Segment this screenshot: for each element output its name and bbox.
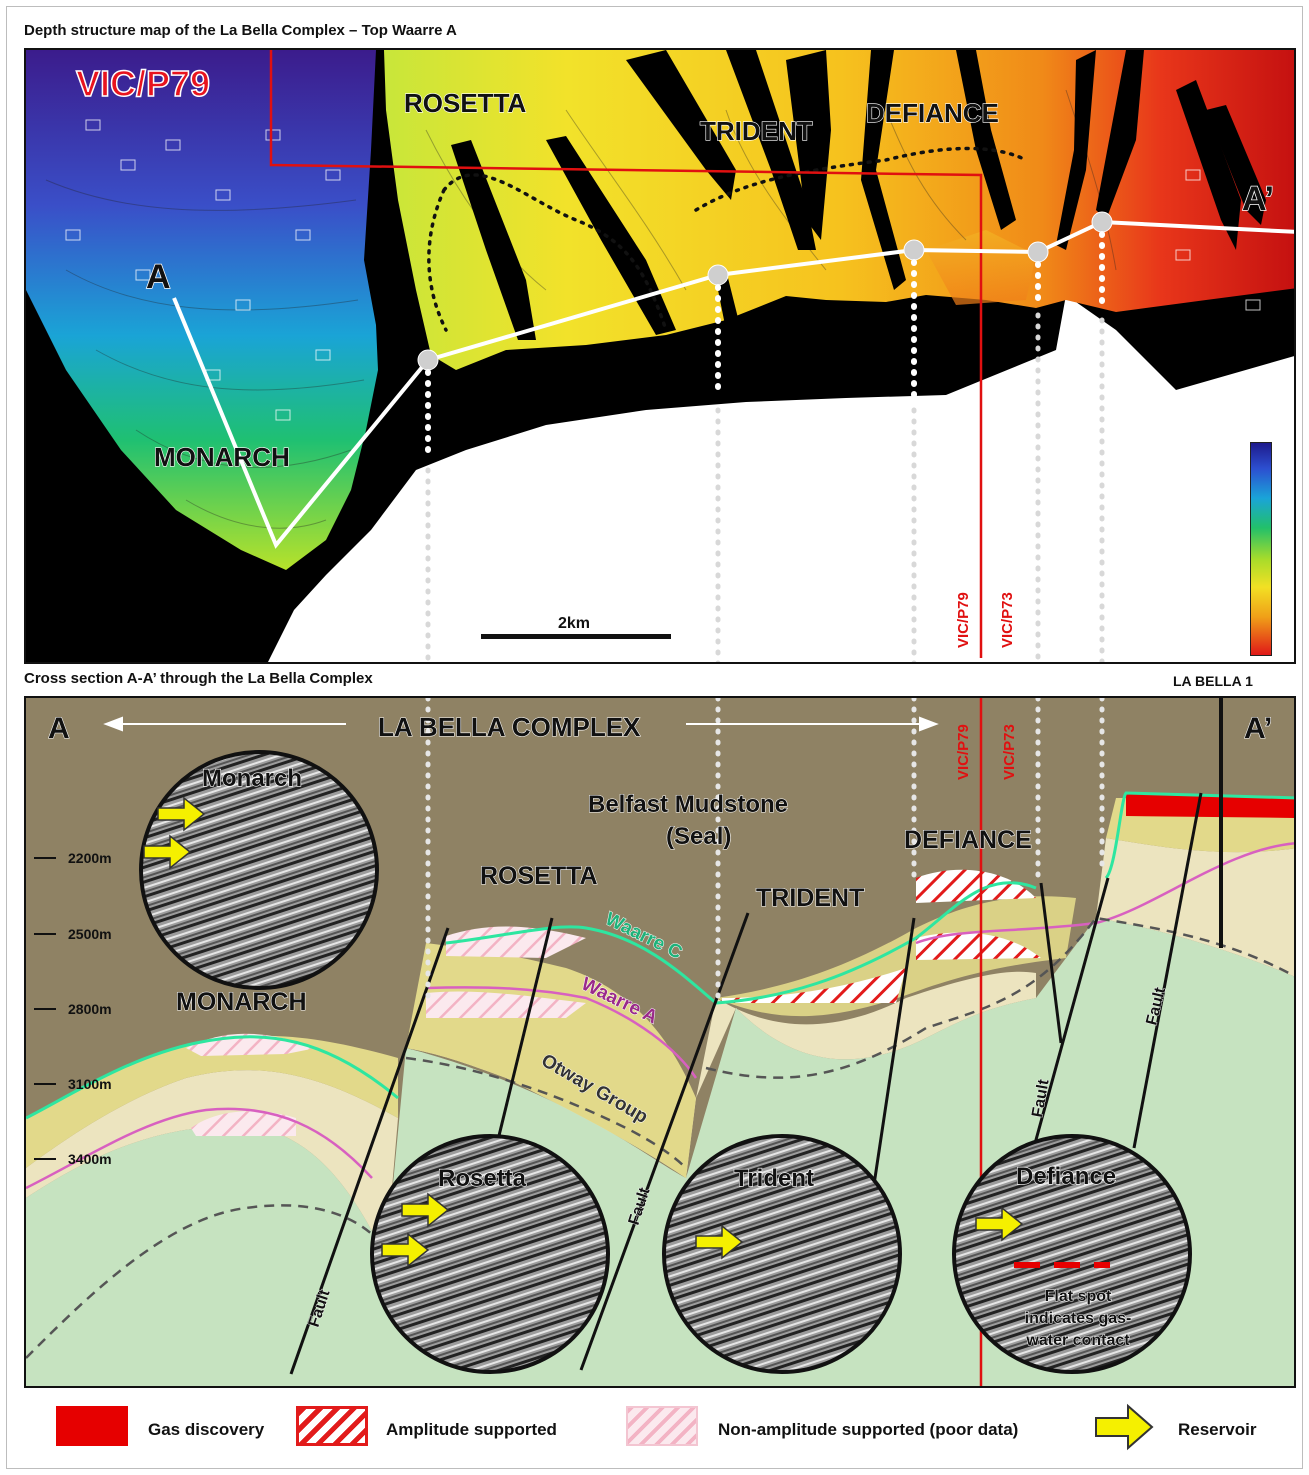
flat-spot-note-2: indicates gas- — [1025, 1310, 1132, 1327]
map-label-trident: TRIDENT — [700, 116, 813, 146]
legend-reservoir-label: Reservoir — [1178, 1420, 1257, 1439]
fault-polygons — [451, 50, 1266, 340]
inset-defiance: Defiance Flat spot indicates gas- water … — [952, 1134, 1192, 1374]
waarre-a-horizon — [425, 986, 698, 1079]
inset-label-trident: Trident — [734, 1165, 814, 1192]
section-label-rosetta: ROSETTA — [480, 862, 598, 890]
depth-ticks — [34, 857, 56, 1160]
rosetta-closure — [427, 173, 668, 332]
legend-amplitude-label: Amplitude supported — [386, 1420, 557, 1439]
reservoir-arrow — [401, 1192, 450, 1228]
reservoir-arrow — [157, 796, 206, 832]
depth-colorbar — [1250, 442, 1272, 656]
complex-label: LA BELLA COMPLEX — [378, 712, 641, 742]
waarre-c-horizon — [445, 881, 1037, 1005]
amplitude-swatch — [296, 1406, 368, 1446]
section-label-trident: TRIDENT — [756, 884, 864, 912]
cross-section: 2200m 2500m 2800m 3100m 3400m A A’ LA BE… — [24, 696, 1296, 1388]
permit-boundary — [269, 50, 983, 658]
depth-2800: 2800m — [68, 1001, 112, 1017]
reservoir-arrow — [143, 834, 192, 870]
section-canvas: 2200m 2500m 2800m 3100m 3400m A A’ LA BE… — [26, 698, 1294, 1386]
non-amplitude-swatch — [626, 1406, 698, 1446]
east-surface — [384, 50, 1294, 370]
map-boundary-label-p79: VIC/P79 — [955, 592, 972, 648]
seal-label-2: (Seal) — [666, 823, 731, 850]
waarre-c-horizon-monarch — [26, 1035, 399, 1120]
map-label-monarch: MONARCH — [154, 442, 290, 472]
seal-label-1: Belfast Mudstone — [588, 791, 788, 818]
permit-label: VIC/P79 — [76, 63, 210, 104]
map-label-rosetta: ROSETTA — [404, 88, 527, 118]
figure-frame — [6, 6, 1303, 1469]
scale-bar — [481, 634, 671, 639]
depth-3400: 3400m — [68, 1151, 112, 1167]
legend-gas-label: Gas discovery — [148, 1420, 265, 1439]
map-title: Depth structure map of the La Bella Comp… — [24, 22, 457, 39]
flat-spot-note-1: Flat spot — [1045, 1288, 1112, 1305]
depth-structure-map: VIC/P79 ROSETTA TRIDENT DEFIANCE MONARCH… — [24, 48, 1296, 664]
faults — [289, 698, 1223, 1375]
defiance-closure — [694, 146, 1028, 212]
reservoir-icon — [1095, 1403, 1154, 1451]
complex-arrow — [103, 716, 939, 732]
map-point-a-prime: A’ — [1242, 180, 1274, 218]
section-title: Cross section A-A’ through the La Bella … — [24, 670, 373, 687]
section-point-a: A — [48, 712, 70, 745]
rosetta-hatch — [446, 926, 586, 958]
legend: Gas discovery Amplitude supported Non-am… — [24, 1398, 1296, 1458]
depth-2200: 2200m — [68, 850, 112, 866]
section-boundary-p73: VIC/P73 — [1001, 724, 1018, 780]
reservoir-arrow — [975, 1206, 1024, 1242]
inset-rosetta: Rosetta — [370, 1134, 610, 1374]
section-label-monarch: MONARCH — [176, 988, 307, 1016]
otway-top-monarch — [26, 1204, 377, 1359]
depth-3100: 3100m — [68, 1076, 112, 1092]
depth-2500: 2500m — [68, 926, 112, 942]
well-label: LA BELLA 1 — [1173, 673, 1253, 689]
inset-trident: Trident — [662, 1134, 902, 1374]
section-point-a-prime: A’ — [1244, 712, 1272, 745]
flat-spot-note-3: water contact — [1025, 1332, 1130, 1349]
gas-swatch — [56, 1406, 128, 1446]
section-line — [172, 219, 1294, 549]
map-point-a: A — [146, 258, 171, 296]
map-boundary-label-p73: VIC/P73 — [999, 592, 1016, 648]
map-canvas: VIC/P79 ROSETTA TRIDENT DEFIANCE MONARCH… — [26, 50, 1294, 662]
reservoir-arrow — [695, 1224, 744, 1260]
defiance-upper-hatch — [916, 869, 1036, 903]
waarre-a-horizon-monarch — [26, 1107, 373, 1190]
inset-label-monarch: Monarch — [202, 765, 302, 792]
projection-lines-section — [425, 698, 1105, 1001]
well-markers — [65, 119, 1261, 421]
inset-monarch: Monarch — [139, 750, 379, 990]
legend-non-amplitude-label: Non-amplitude supported (poor data) — [718, 1420, 1019, 1439]
inset-label-rosetta: Rosetta — [438, 1165, 527, 1192]
projection-lines — [425, 231, 1105, 458]
map-label-defiance: DEFIANCE — [866, 98, 999, 128]
reservoir-arrow — [381, 1232, 430, 1268]
inset-label-defiance: Defiance — [1016, 1163, 1116, 1190]
la-bella-gas — [1126, 793, 1294, 818]
trident-hatch — [722, 968, 906, 1003]
scale-label: 2km — [558, 615, 590, 632]
monarch-surface — [26, 50, 378, 570]
section-label-defiance: DEFIANCE — [904, 826, 1032, 854]
section-boundary-p79: VIC/P79 — [955, 724, 972, 780]
